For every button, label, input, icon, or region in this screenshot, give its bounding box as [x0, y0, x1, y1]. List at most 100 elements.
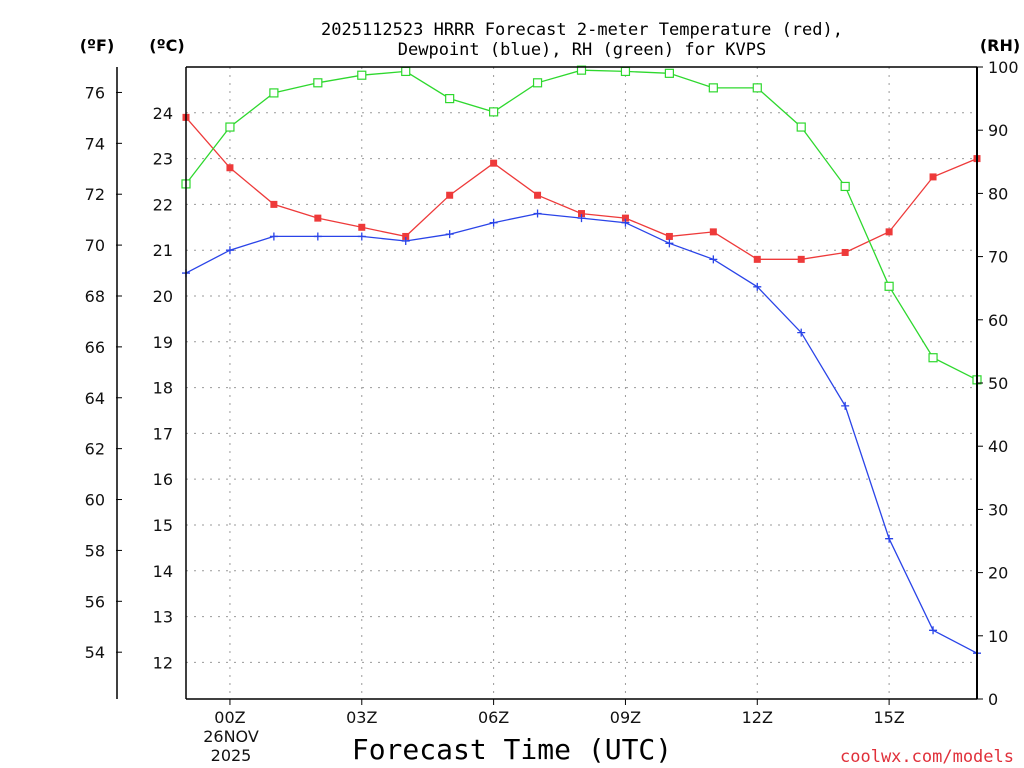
rh-data-point: [401, 66, 411, 77]
rh-data-point: [313, 78, 323, 88]
temperature-data-point: [621, 214, 629, 222]
fahrenheit-tick-label: 60: [85, 491, 105, 510]
temperature-data-point: [841, 248, 849, 256]
rh-tick-label: 30: [988, 500, 1008, 519]
temperature-data-point: [578, 210, 585, 218]
x-tick-label: 12Z: [742, 708, 773, 727]
temperature-data-point: [270, 200, 278, 208]
rh-data-point: [620, 66, 631, 77]
rh-tick-label: 20: [988, 564, 1008, 583]
dewpoint-data-point: [225, 246, 234, 255]
dewpoint-data-point: [533, 209, 542, 218]
dewpoint-data-point: [577, 214, 586, 223]
temperature-data-point: [358, 223, 366, 231]
celsius-tick-label: 17: [153, 424, 173, 443]
celsius-tick-label: 23: [153, 150, 173, 169]
celsius-tick-label: 14: [153, 562, 173, 581]
rh-tick-label: 100: [988, 58, 1019, 77]
temperature-data-point: [797, 255, 805, 263]
rh-tick-label: 10: [988, 627, 1008, 646]
temperature-data-point: [885, 228, 893, 236]
fahrenheit-tick-label: 56: [85, 592, 105, 611]
x-tick-label: 15Z: [873, 708, 904, 727]
temperature-series-line: [185, 116, 978, 260]
celsius-tick-label: 18: [153, 379, 173, 398]
dewpoint-data-point: [841, 401, 850, 410]
temperature-data-point: [665, 232, 673, 240]
rh-unit-label: (RH): [980, 36, 1020, 55]
rh-data-point: [928, 353, 938, 363]
celsius-tick-label: 16: [153, 470, 173, 489]
rh-tick-label: 50: [988, 374, 1008, 393]
dewpoint-data-point: [401, 237, 410, 246]
rh-data-point: [576, 65, 587, 75]
axes: [116, 66, 983, 705]
dewpoint-data-point: [313, 232, 322, 241]
grid-lines: [186, 67, 977, 699]
x-tick-label: 06Z: [478, 708, 509, 727]
rh-data-point: [489, 107, 499, 117]
rh-data-point: [445, 93, 455, 104]
rh-data-point: [225, 122, 235, 132]
rh-data-point: [752, 83, 762, 93]
dewpoint-data-point: [885, 534, 894, 543]
celsius-tick-label: 20: [153, 287, 173, 306]
rh-tick-label: 0: [988, 690, 998, 709]
tick-labels: 12 13 14 15 16 17 18 19 20 21 22 23 24 00Z 03Z 06Z 09Z 12…: [85, 58, 1019, 727]
rh-data-point: [884, 281, 894, 291]
celsius-tick-label: 15: [153, 516, 173, 535]
dewpoint-data-point: [357, 232, 366, 241]
series-layer: [181, 65, 982, 658]
temperature-data-point: [490, 159, 498, 167]
fahrenheit-tick-label: 54: [85, 643, 105, 662]
date-label-day: 26NOV: [203, 727, 259, 746]
x-axis-title: Forecast Time (UTC): [352, 733, 672, 766]
dewpoint-data-point: [753, 282, 762, 291]
fahrenheit-tick-label: 68: [85, 287, 105, 306]
rh-series-line: [185, 69, 978, 381]
celsius-tick-label: 13: [153, 608, 173, 627]
rh-data-point: [532, 78, 543, 88]
temperature-data-point: [226, 164, 234, 172]
dewpoint-data-point: [665, 239, 674, 248]
dewpoint-data-point: [269, 232, 278, 241]
rh-tick-label: 40: [988, 437, 1008, 456]
x-tick-label: 09Z: [610, 708, 641, 727]
fahrenheit-tick-label: 58: [85, 541, 105, 560]
dewpoint-data-point: [709, 255, 718, 264]
x-tick-label: 03Z: [346, 708, 377, 727]
celsius-tick-label: 19: [153, 333, 173, 352]
fahrenheit-tick-label: 76: [85, 83, 105, 102]
temperature-data-point: [534, 191, 542, 199]
rh-tick-label: 70: [988, 248, 1008, 267]
chart-title-line1: 2025112523 HRRR Forecast 2-meter Tempera…: [321, 20, 843, 40]
temperature-data-point: [402, 232, 410, 240]
fahrenheit-tick-label: 64: [85, 389, 105, 408]
rh-data-point: [708, 83, 718, 93]
dewpoint-data-point: [929, 626, 938, 635]
rh-data-point: [664, 68, 674, 78]
celsius-tick-label: 22: [153, 195, 173, 214]
temperature-data-point: [446, 191, 454, 199]
rh-tick-label: 80: [988, 184, 1008, 203]
dewpoint-data-point: [797, 328, 806, 337]
fahrenheit-tick-label: 70: [85, 236, 105, 255]
date-label-year: 2025: [211, 746, 252, 765]
temperature-data-point: [709, 228, 717, 236]
rh-tick-label: 60: [988, 311, 1008, 330]
temperature-data-point: [753, 255, 761, 263]
temperature-data-point: [314, 214, 322, 222]
credit-text: coolwx.com/models: [840, 747, 1014, 767]
rh-data-point: [357, 70, 367, 80]
celsius-unit-label: (ºC): [149, 36, 184, 55]
celsius-tick-label: 24: [153, 104, 173, 123]
dewpoint-data-point: [489, 218, 498, 227]
chart-title-line2: Dewpoint (blue), RH (green) for KVPS: [398, 40, 766, 60]
celsius-tick-label: 12: [153, 653, 173, 672]
rh-data-point: [840, 181, 850, 192]
rh-data-point: [796, 122, 806, 132]
temperature-data-point: [929, 173, 937, 181]
dewpoint-data-point: [445, 230, 454, 239]
fahrenheit-tick-label: 74: [85, 134, 105, 153]
